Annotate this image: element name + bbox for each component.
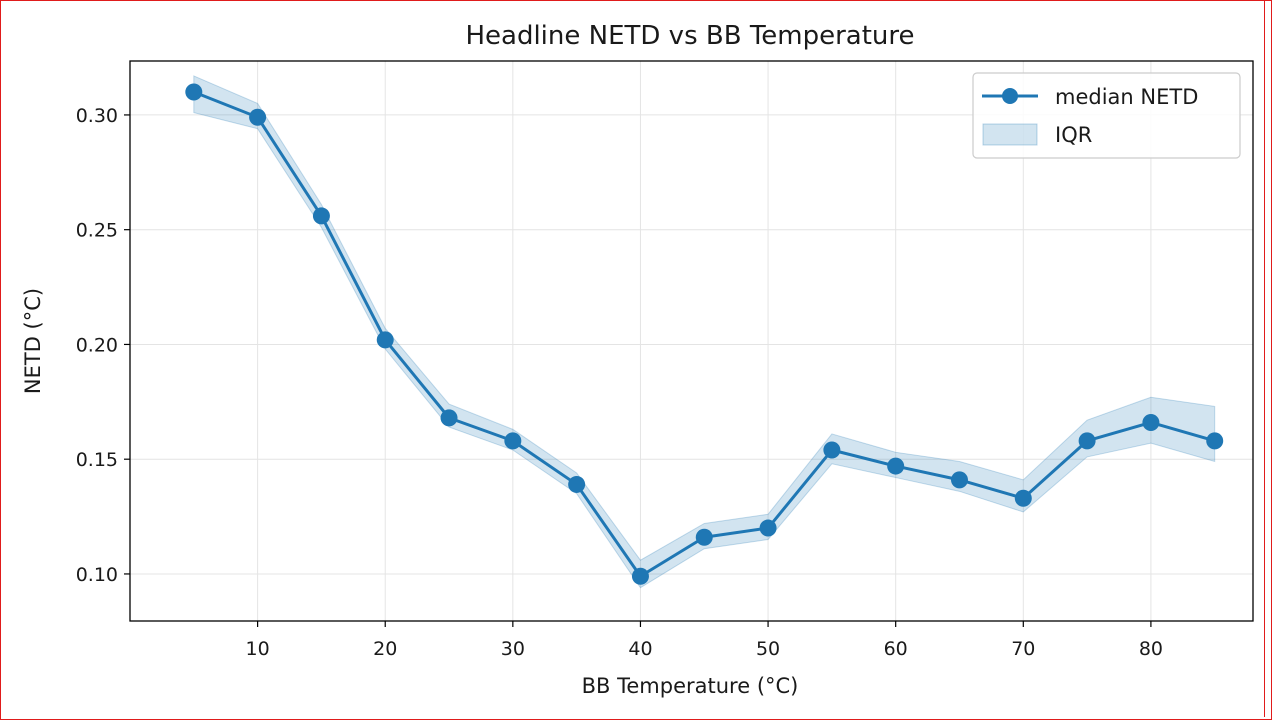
x-tick-label: 10 [246, 638, 270, 660]
median-netd-point [823, 441, 841, 459]
x-axis-label: BB Temperature (°C) [582, 674, 799, 698]
legend-label-median-netd: median NETD [1055, 85, 1198, 109]
x-tick-label: 60 [884, 638, 908, 660]
x-axis-ticks: 10 20 30 40 50 60 70 80 [246, 621, 1163, 660]
median-netd-point [185, 83, 203, 101]
y-tick-label: 0.15 [76, 449, 118, 471]
legend-label-iqr: IQR [1055, 123, 1092, 147]
plot-area-frame [129, 60, 1254, 622]
y-axis-ticks: 0.10 0.15 0.20 0.25 0.30 [76, 105, 130, 586]
median-netd-point [568, 475, 586, 493]
legend-box [972, 72, 1241, 159]
median-netd-point [376, 331, 394, 349]
y-tick-label: 0.10 [76, 564, 118, 586]
chart-title: Headline NETD vs BB Temperature [465, 21, 914, 51]
y-tick-label: 0.30 [76, 105, 118, 127]
median-netd-point [695, 528, 713, 546]
legend-median-marker-swatch [1002, 88, 1018, 104]
x-tick-label: 80 [1139, 638, 1163, 660]
iqr-band-layer [193, 75, 1216, 589]
median-netd-point [887, 457, 905, 475]
iqr-band [193, 75, 1216, 589]
median-netd-point [631, 567, 649, 585]
x-tick-label: 30 [501, 638, 525, 660]
y-tick-label: 0.25 [76, 220, 118, 242]
legend-iqr-swatch [982, 123, 1038, 146]
median-netd-point [759, 519, 777, 537]
x-tick-label: 40 [628, 638, 652, 660]
x-tick-label: 20 [373, 638, 397, 660]
median-netd-point [1014, 489, 1032, 507]
median-line-layer [193, 90, 1216, 578]
y-tick-label: 0.20 [76, 334, 118, 356]
median-netd-point [249, 108, 267, 126]
median-netd-point [504, 432, 522, 450]
median-netd-point [440, 409, 458, 427]
median-netd-point [312, 207, 330, 225]
legend: median NETD IQR [972, 72, 1241, 159]
figure-frame-edge [1264, 1, 1265, 717]
x-tick-label: 50 [756, 638, 780, 660]
x-tick-label: 70 [1011, 638, 1035, 660]
median-netd-point [1142, 413, 1160, 431]
median-markers [185, 83, 1224, 585]
median-netd-point [1078, 432, 1096, 450]
median-netd-line [193, 90, 1216, 578]
y-axis-label: NETD (°C) [21, 288, 45, 394]
median-netd-point [950, 471, 968, 489]
median-netd-point [1206, 432, 1224, 450]
